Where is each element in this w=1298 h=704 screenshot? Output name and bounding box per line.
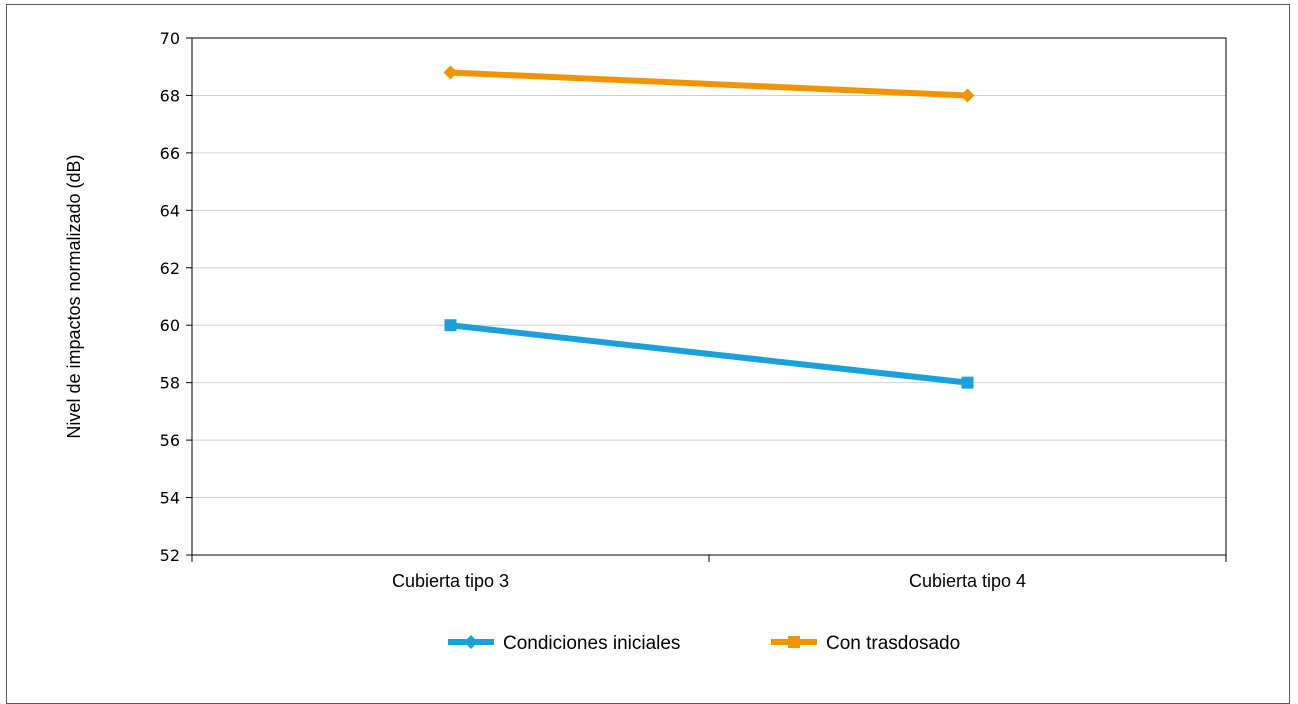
y-tick-label: 66 [160, 144, 180, 163]
legend: Condiciones iniciales Con trasdosado [448, 633, 960, 654]
series-0 [444, 319, 974, 389]
series-1 [443, 65, 975, 103]
y-tick-label: 56 [160, 431, 180, 450]
x-tick-label: Cubierta tipo 3 [392, 571, 509, 591]
legend-label: Con trasdosado [826, 633, 960, 654]
legend-item-1: Con trasdosado [771, 633, 960, 654]
x-tick-label: Cubierta tipo 4 [909, 571, 1026, 591]
plot-area [191, 37, 1227, 556]
legend-marker [464, 635, 478, 649]
y-tick-label: 60 [160, 316, 180, 335]
series-line [450, 69, 968, 99]
series-group [443, 65, 975, 389]
y-axis-ticks: 52 54 56 58 60 62 64 66 68 70 [160, 29, 192, 565]
y-tick-label: 52 [160, 546, 180, 565]
data-point [444, 319, 457, 332]
y-tick-label: 54 [160, 489, 180, 508]
x-axis-ticks: Cubierta tipo 3 Cubierta tipo 4 [191, 555, 1227, 591]
legend-item-0: Condiciones iniciales [448, 633, 680, 654]
y-tick-label: 58 [160, 374, 180, 393]
y-tick-label: 64 [160, 201, 180, 220]
y-axis-title: Nivel de impactos normalizado (dB) [64, 154, 84, 438]
data-point [961, 376, 974, 389]
y-tick-label: 68 [160, 86, 180, 105]
series-line [450, 322, 968, 386]
gridlines [192, 94, 1226, 499]
y-tick-label: 62 [160, 259, 180, 278]
data-point [443, 65, 458, 80]
legend-label: Condiciones iniciales [503, 633, 680, 654]
legend-marker [788, 636, 800, 648]
data-point [960, 88, 975, 103]
y-tick-label: 70 [160, 29, 180, 48]
